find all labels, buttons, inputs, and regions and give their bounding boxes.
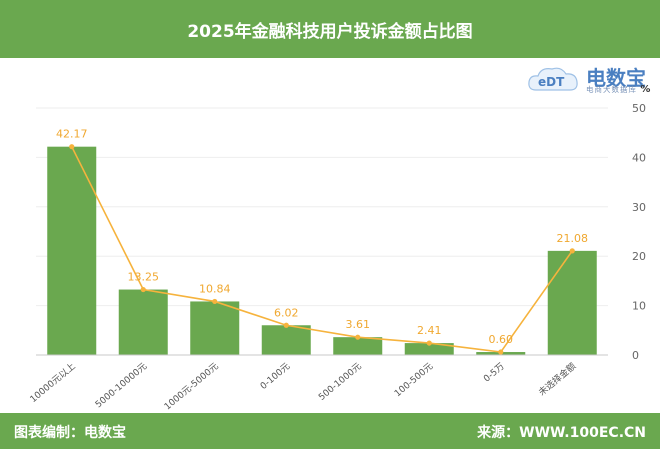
data-label: 2.41: [417, 324, 442, 337]
cloud-logo-icon: eDT: [528, 67, 578, 91]
line-points: [69, 144, 575, 355]
line-point: [212, 298, 218, 305]
line-point: [140, 286, 146, 293]
x-axis-ticks: 10000元以上 5000-10000元 1000元-5000元 0-100元 500-…: [28, 360, 578, 412]
footer-source: 来源：WWW.100EC.CN: [477, 425, 646, 441]
x-tick-label: 10000元以上: [28, 361, 78, 405]
y-tick-label: 40: [632, 151, 646, 164]
bar: [47, 146, 97, 355]
bar: [190, 301, 240, 355]
x-tick-label: 未选择金额: [536, 360, 578, 398]
y-tick-label: 30: [632, 201, 646, 214]
logo-percent-symbol: %: [640, 84, 652, 95]
bar: [547, 250, 597, 355]
line-point: [69, 144, 75, 150]
data-label: 21.08: [557, 232, 589, 245]
logo-name: 电数宝: [586, 66, 646, 90]
y-axis-ticks: 0 10 20 30 40 50: [632, 102, 646, 362]
edt-logo: eDT 电数宝 电商大数据库 %: [526, 62, 652, 96]
data-label: 42.17: [56, 128, 88, 141]
x-tick-label: 0-5万: [482, 362, 507, 385]
line-point: [498, 349, 504, 355]
grid-lines: [36, 107, 608, 307]
footer-bar: 图表编制：电数宝 来源：WWW.100EC.CN: [0, 413, 660, 449]
x-tick-label: 1000元-5000元: [163, 362, 221, 413]
data-label: 13.25: [128, 271, 160, 284]
data-label: 0.60: [489, 333, 514, 346]
x-tick-label: 5000-10000元: [94, 362, 149, 411]
bars: [47, 146, 597, 355]
logo-subtitle-text: 电商大数据库: [586, 85, 637, 94]
y-tick-label: 0: [632, 349, 639, 362]
data-label: 6.02: [274, 306, 299, 319]
bar: [261, 325, 311, 355]
y-tick-label: 10: [632, 300, 646, 313]
x-tick-label: 100-500元: [393, 362, 435, 400]
y-tick-label: 50: [632, 102, 646, 115]
line-point: [569, 248, 575, 254]
x-tick-label: 500-1000元: [317, 362, 364, 403]
bar: [404, 343, 454, 355]
line-point: [426, 340, 432, 346]
line-point: [355, 334, 361, 340]
data-label: 10.84: [199, 282, 231, 295]
y-tick-label: 20: [632, 250, 646, 263]
chart-title-bar: 2025年金融科技用户投诉金额占比图: [0, 0, 660, 58]
chart-title: 2025年金融科技用户投诉金额占比图: [187, 21, 473, 42]
trend-line: [71, 146, 573, 353]
line-point: [283, 322, 289, 328]
bar: [118, 289, 168, 355]
logo-subtitle: 电商大数据库 %: [586, 84, 651, 95]
data-labels: 42.17 13.25 10.84 6.02 3.61 2.41 0.60 21.08: [56, 128, 588, 346]
data-label: 3.61: [346, 318, 371, 331]
x-tick-label: 0-100元: [259, 362, 292, 392]
bar: [333, 337, 383, 355]
footer-editor: 图表编制：电数宝: [14, 425, 126, 441]
logo-mark-text: eDT: [538, 75, 565, 89]
